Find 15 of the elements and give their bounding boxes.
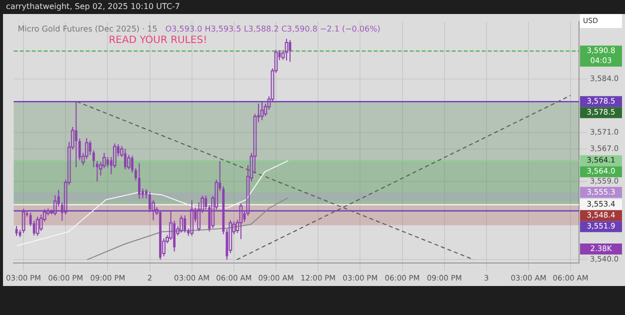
candlestick (74, 101, 78, 168)
candlestick (138, 162, 140, 200)
candlestick (159, 210, 162, 260)
candlestick (260, 101, 264, 121)
chart-title: Micro Gold Futures (Dec 2025) · 15 (18, 24, 158, 34)
candlestick (239, 202, 243, 240)
candlestick (96, 160, 98, 182)
candlestick (124, 148, 126, 170)
candlestick (284, 38, 288, 62)
text: carrythatweight, Sep 02, 2025 10:10 UTC-7 (6, 2, 180, 11)
candlestick (148, 191, 151, 213)
annotation: READ YOUR RULES! (108, 35, 208, 46)
candlestick (184, 214, 186, 234)
candlestick (190, 200, 194, 236)
chart-subtitle: O3,593.0 H3,593.5 L3,588.2 C3,590.8 −2.1 (−0.06%) (165, 24, 380, 34)
